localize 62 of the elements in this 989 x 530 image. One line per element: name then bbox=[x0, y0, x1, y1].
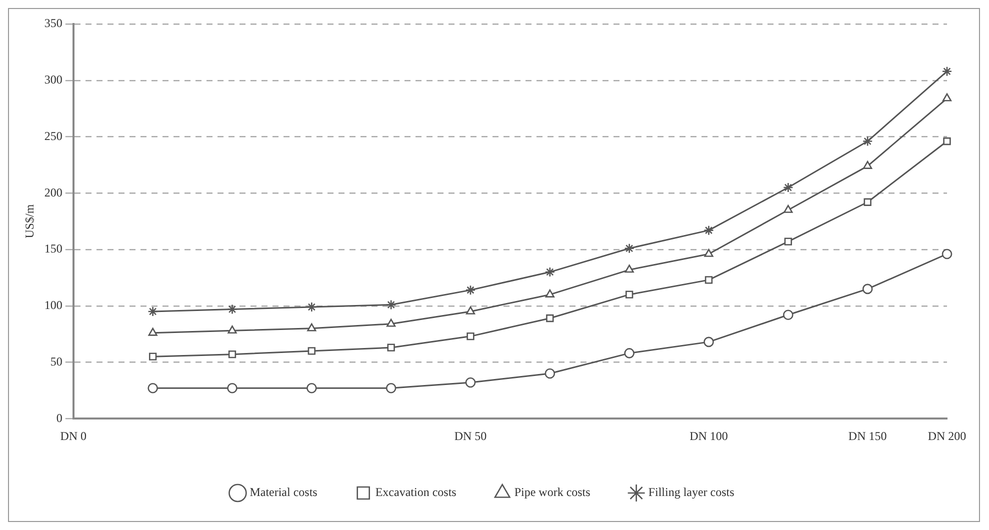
point bbox=[704, 225, 714, 236]
point bbox=[148, 383, 158, 394]
point bbox=[386, 300, 396, 310]
legend-label: Pipe work costs bbox=[514, 485, 591, 500]
point bbox=[704, 276, 713, 284]
point bbox=[784, 204, 793, 213]
y-tick-label: 0 bbox=[56, 410, 62, 425]
point bbox=[227, 304, 238, 314]
point bbox=[863, 160, 872, 169]
point bbox=[308, 347, 316, 355]
point bbox=[148, 352, 157, 360]
point bbox=[624, 264, 634, 273]
y-tick-label: 200 bbox=[44, 185, 62, 200]
legend-label: Filling layer costs bbox=[648, 485, 735, 500]
legend-label: Excavation costs bbox=[375, 485, 457, 500]
y-tick-label: 150 bbox=[44, 242, 62, 256]
point bbox=[544, 368, 556, 379]
point bbox=[386, 383, 396, 394]
point bbox=[784, 238, 792, 246]
x-tick-label: DN 150 bbox=[848, 428, 887, 443]
y-axis-title: US$/m bbox=[22, 204, 36, 238]
x-tick-label: DN 100 bbox=[690, 428, 728, 443]
x-tick-label: DN 50 bbox=[454, 428, 487, 443]
point bbox=[148, 306, 158, 317]
y-tick-label: 50 bbox=[50, 354, 62, 368]
point bbox=[227, 383, 238, 394]
y-tick-label: 100 bbox=[44, 298, 62, 312]
y-tick-label: 300 bbox=[44, 72, 62, 87]
point bbox=[783, 310, 794, 320]
y-tick-label: 350 bbox=[44, 16, 62, 30]
point bbox=[942, 93, 952, 102]
point bbox=[625, 290, 634, 298]
point bbox=[465, 284, 476, 296]
point bbox=[783, 182, 794, 193]
point bbox=[943, 137, 951, 146]
point bbox=[942, 66, 952, 76]
point bbox=[466, 306, 476, 314]
point bbox=[862, 284, 873, 294]
point bbox=[862, 136, 873, 146]
point bbox=[386, 318, 396, 327]
point bbox=[228, 350, 236, 358]
point bbox=[306, 302, 317, 312]
point bbox=[307, 323, 316, 332]
point bbox=[704, 336, 714, 348]
point bbox=[228, 326, 237, 334]
point bbox=[387, 344, 395, 352]
point bbox=[306, 383, 317, 394]
point bbox=[148, 328, 158, 336]
point bbox=[546, 314, 554, 322]
point bbox=[466, 332, 474, 340]
legend-label: Material costs bbox=[250, 485, 318, 500]
point bbox=[624, 348, 634, 358]
point bbox=[864, 198, 872, 206]
point bbox=[545, 289, 554, 298]
x-tick-label: DN 200 bbox=[928, 428, 966, 443]
point bbox=[624, 243, 634, 254]
x-tick-label: DN 0 bbox=[60, 428, 87, 443]
point bbox=[942, 248, 952, 260]
point bbox=[544, 266, 556, 278]
point bbox=[704, 248, 714, 257]
y-tick-label: 250 bbox=[44, 128, 62, 143]
point bbox=[465, 377, 476, 388]
